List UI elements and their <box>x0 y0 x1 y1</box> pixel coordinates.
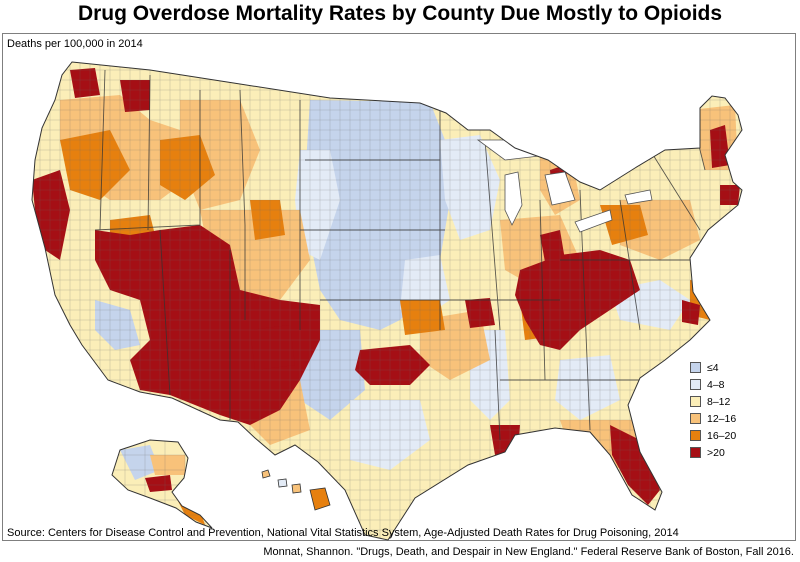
legend-label: 8–12 <box>707 395 731 408</box>
hawaii <box>261 469 331 511</box>
map-legend: ≤4 4–8 8–12 12–16 16–20 >20 <box>690 360 736 462</box>
legend-label: ≤4 <box>707 361 719 374</box>
legend-item: ≤4 <box>690 360 736 375</box>
legend-item: 16–20 <box>690 428 736 443</box>
legend-item: 8–12 <box>690 394 736 409</box>
legend-item: 12–16 <box>690 411 736 426</box>
legend-item: 4–8 <box>690 377 736 392</box>
legend-swatch <box>690 413 701 424</box>
legend-label: 12–16 <box>707 412 737 425</box>
legend-swatch <box>690 447 701 458</box>
map-title: Drug Overdose Mortality Rates by County … <box>77 2 723 25</box>
legend-label: 16–20 <box>707 429 737 442</box>
citation-note: Monnat, Shannon. "Drugs, Death, and Desp… <box>263 546 794 558</box>
legend-swatch <box>690 379 701 390</box>
legend-swatch <box>690 396 701 407</box>
legend-swatch <box>690 430 701 441</box>
source-note: Source: Centers for Disease Control and … <box>7 527 679 539</box>
legend-label: >20 <box>707 446 725 459</box>
legend-label: 4–8 <box>707 378 725 391</box>
alaska <box>112 440 212 528</box>
legend-swatch <box>690 362 701 373</box>
map-subtitle: Deaths per 100,000 in 2014 <box>7 38 143 50</box>
legend-item: >20 <box>690 445 736 460</box>
